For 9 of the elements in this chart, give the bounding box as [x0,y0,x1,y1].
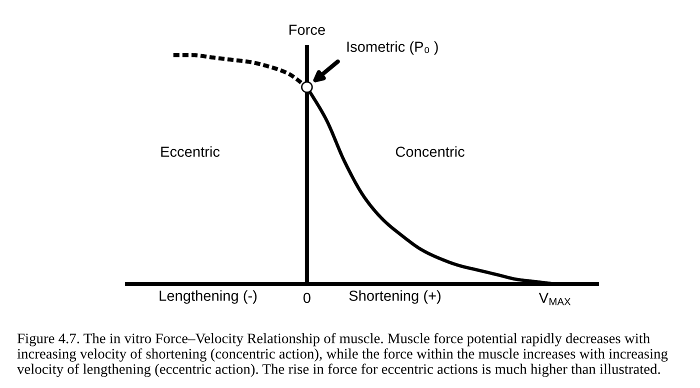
x-tick-label: 0 [303,292,310,304]
text: Lengthening (-) [160,290,257,304]
text: Isometric (P₀ ) [347,41,438,55]
text: Shortening (+) [349,290,441,304]
y-axis-title: Force [290,24,325,35]
annotation: Concentric [396,146,464,157]
x-tick-label: V$_{MAX}$ [538,292,571,306]
caption: Figure 4.7. The in vitro Force–Velocity Relationship of muscle. Muscle force potential rapidly decreases with increasing velocity of shortening (concentric action), while the force within the muscle increases with increasing velocity of lengthening (eccentric action). The rise in force for eccentric actions is much higher than illustrated. [17,333,668,377]
annotation: Eccentric [161,146,220,157]
